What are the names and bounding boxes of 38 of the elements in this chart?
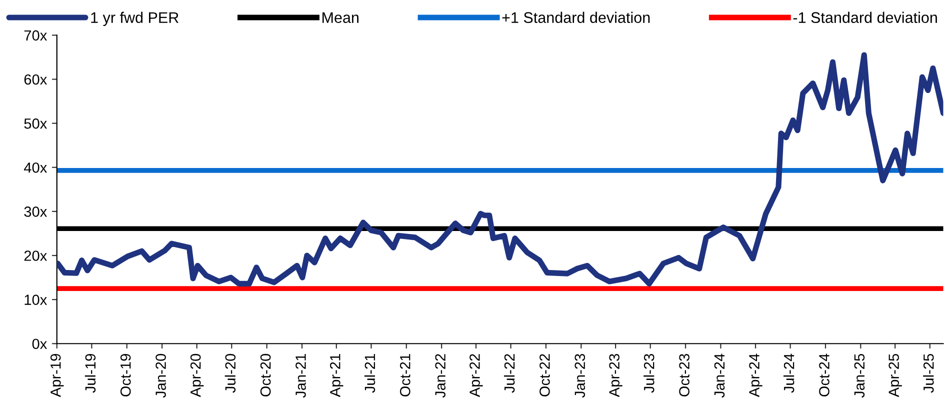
x-tick-label: Jan-20 bbox=[156, 354, 166, 398]
x-tick-label: Jan-25 bbox=[854, 354, 865, 398]
x-tick-label: Oct-23 bbox=[679, 354, 690, 396]
x-tick-label: Apr-21 bbox=[330, 354, 344, 398]
x-tick-label: Jul-23 bbox=[644, 354, 654, 393]
y-tick-label: 40x bbox=[24, 162, 47, 173]
x-tick-label: Apr-24 bbox=[749, 354, 762, 398]
x-tick-label: Jul-19 bbox=[84, 354, 96, 393]
x-tick-label: Oct-20 bbox=[260, 354, 271, 396]
legend-label: 1 yr fwd PER bbox=[91, 12, 178, 26]
x-tick-label: Apr-25 bbox=[888, 354, 902, 398]
x-tick-label: Apr-19 bbox=[50, 354, 64, 398]
x-tick-label: Oct-24 bbox=[819, 354, 830, 396]
legend-label: +1 Standard deviation bbox=[502, 12, 650, 24]
legend-label: -1 Standard deviation bbox=[793, 12, 937, 24]
x-tick-label: Apr-22 bbox=[470, 354, 483, 398]
legend-label: Mean bbox=[322, 12, 358, 24]
x-tick-label: Oct-19 bbox=[120, 354, 131, 396]
x-tick-label: Apr-20 bbox=[190, 354, 204, 398]
x-tick-label: Jul-24 bbox=[784, 354, 794, 393]
x-tick-label: Jul-21 bbox=[364, 354, 376, 393]
y-tick-label: 10x bbox=[24, 294, 47, 305]
y-tick-label: 0x bbox=[32, 338, 47, 350]
y-tick-label: 20x bbox=[24, 250, 47, 261]
x-tick-label: Apr-23 bbox=[609, 354, 622, 398]
x-tick-label: Jan-21 bbox=[296, 354, 306, 398]
y-tick-label: 30x bbox=[24, 206, 47, 217]
x-tick-label: Jul-20 bbox=[224, 354, 236, 393]
x-tick-label: Jul-22 bbox=[504, 354, 515, 393]
x-tick-label: Oct-21 bbox=[400, 354, 410, 396]
y-tick-label: 60x bbox=[24, 74, 47, 85]
x-tick-label: Jan-23 bbox=[574, 354, 586, 398]
x-tick-label: Jul-25 bbox=[923, 354, 934, 393]
x-tick-label: Jan-24 bbox=[714, 354, 725, 398]
y-tick-label: 70x bbox=[24, 30, 47, 41]
x-tick-label: Oct-22 bbox=[540, 354, 550, 396]
x-tick-label: Jan-22 bbox=[435, 354, 446, 398]
y-tick-label: 50x bbox=[24, 118, 47, 129]
